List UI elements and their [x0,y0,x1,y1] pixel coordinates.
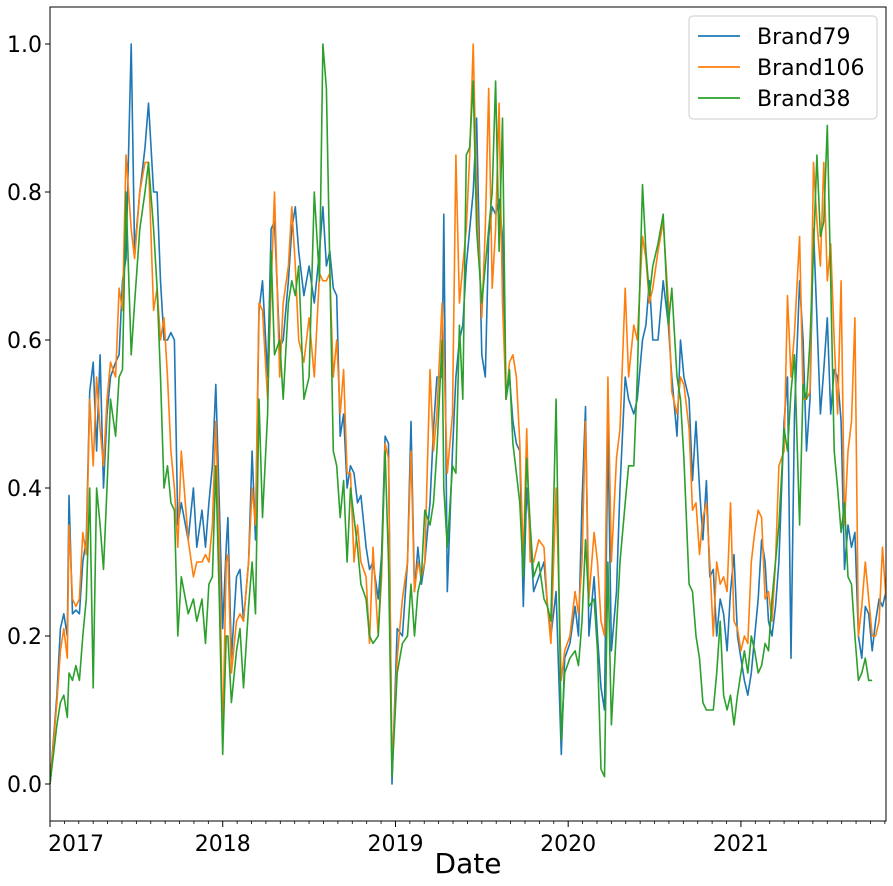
y-tick-label: 1.0 [7,33,42,58]
x-axis-title: Date [435,847,502,880]
y-tick-label: 0.0 [7,773,42,798]
x-tick-label: 2020 [540,832,596,857]
plot-area-frame [49,6,887,822]
series-layer [50,43,886,785]
legend-box [688,15,878,120]
x-tick-label: 2021 [713,832,769,857]
legend-label-brand79: Brand79 [757,25,851,50]
y-tick-label: 0.6 [7,329,42,354]
series-line-brand79 [50,43,886,785]
legend: Brand79 Brand106 Brand38 [688,15,878,120]
legend-label-brand106: Brand106 [757,56,865,81]
y-tick-label: 0.4 [7,477,42,502]
axis-layer: 0.0 0.2 0.4 0.6 0.8 1.0 2017 2018 2019 2020 2021 [7,33,886,857]
legend-label-brand38: Brand38 [757,87,851,112]
series-line-brand38 [50,43,873,785]
x-tick-label: 2019 [367,832,423,857]
series-line-brand106 [50,43,886,785]
y-tick-label: 0.8 [7,181,42,206]
y-tick-label: 0.2 [7,625,42,650]
x-tick-label: 2017 [48,832,104,857]
x-tick-label: 2018 [195,832,251,857]
